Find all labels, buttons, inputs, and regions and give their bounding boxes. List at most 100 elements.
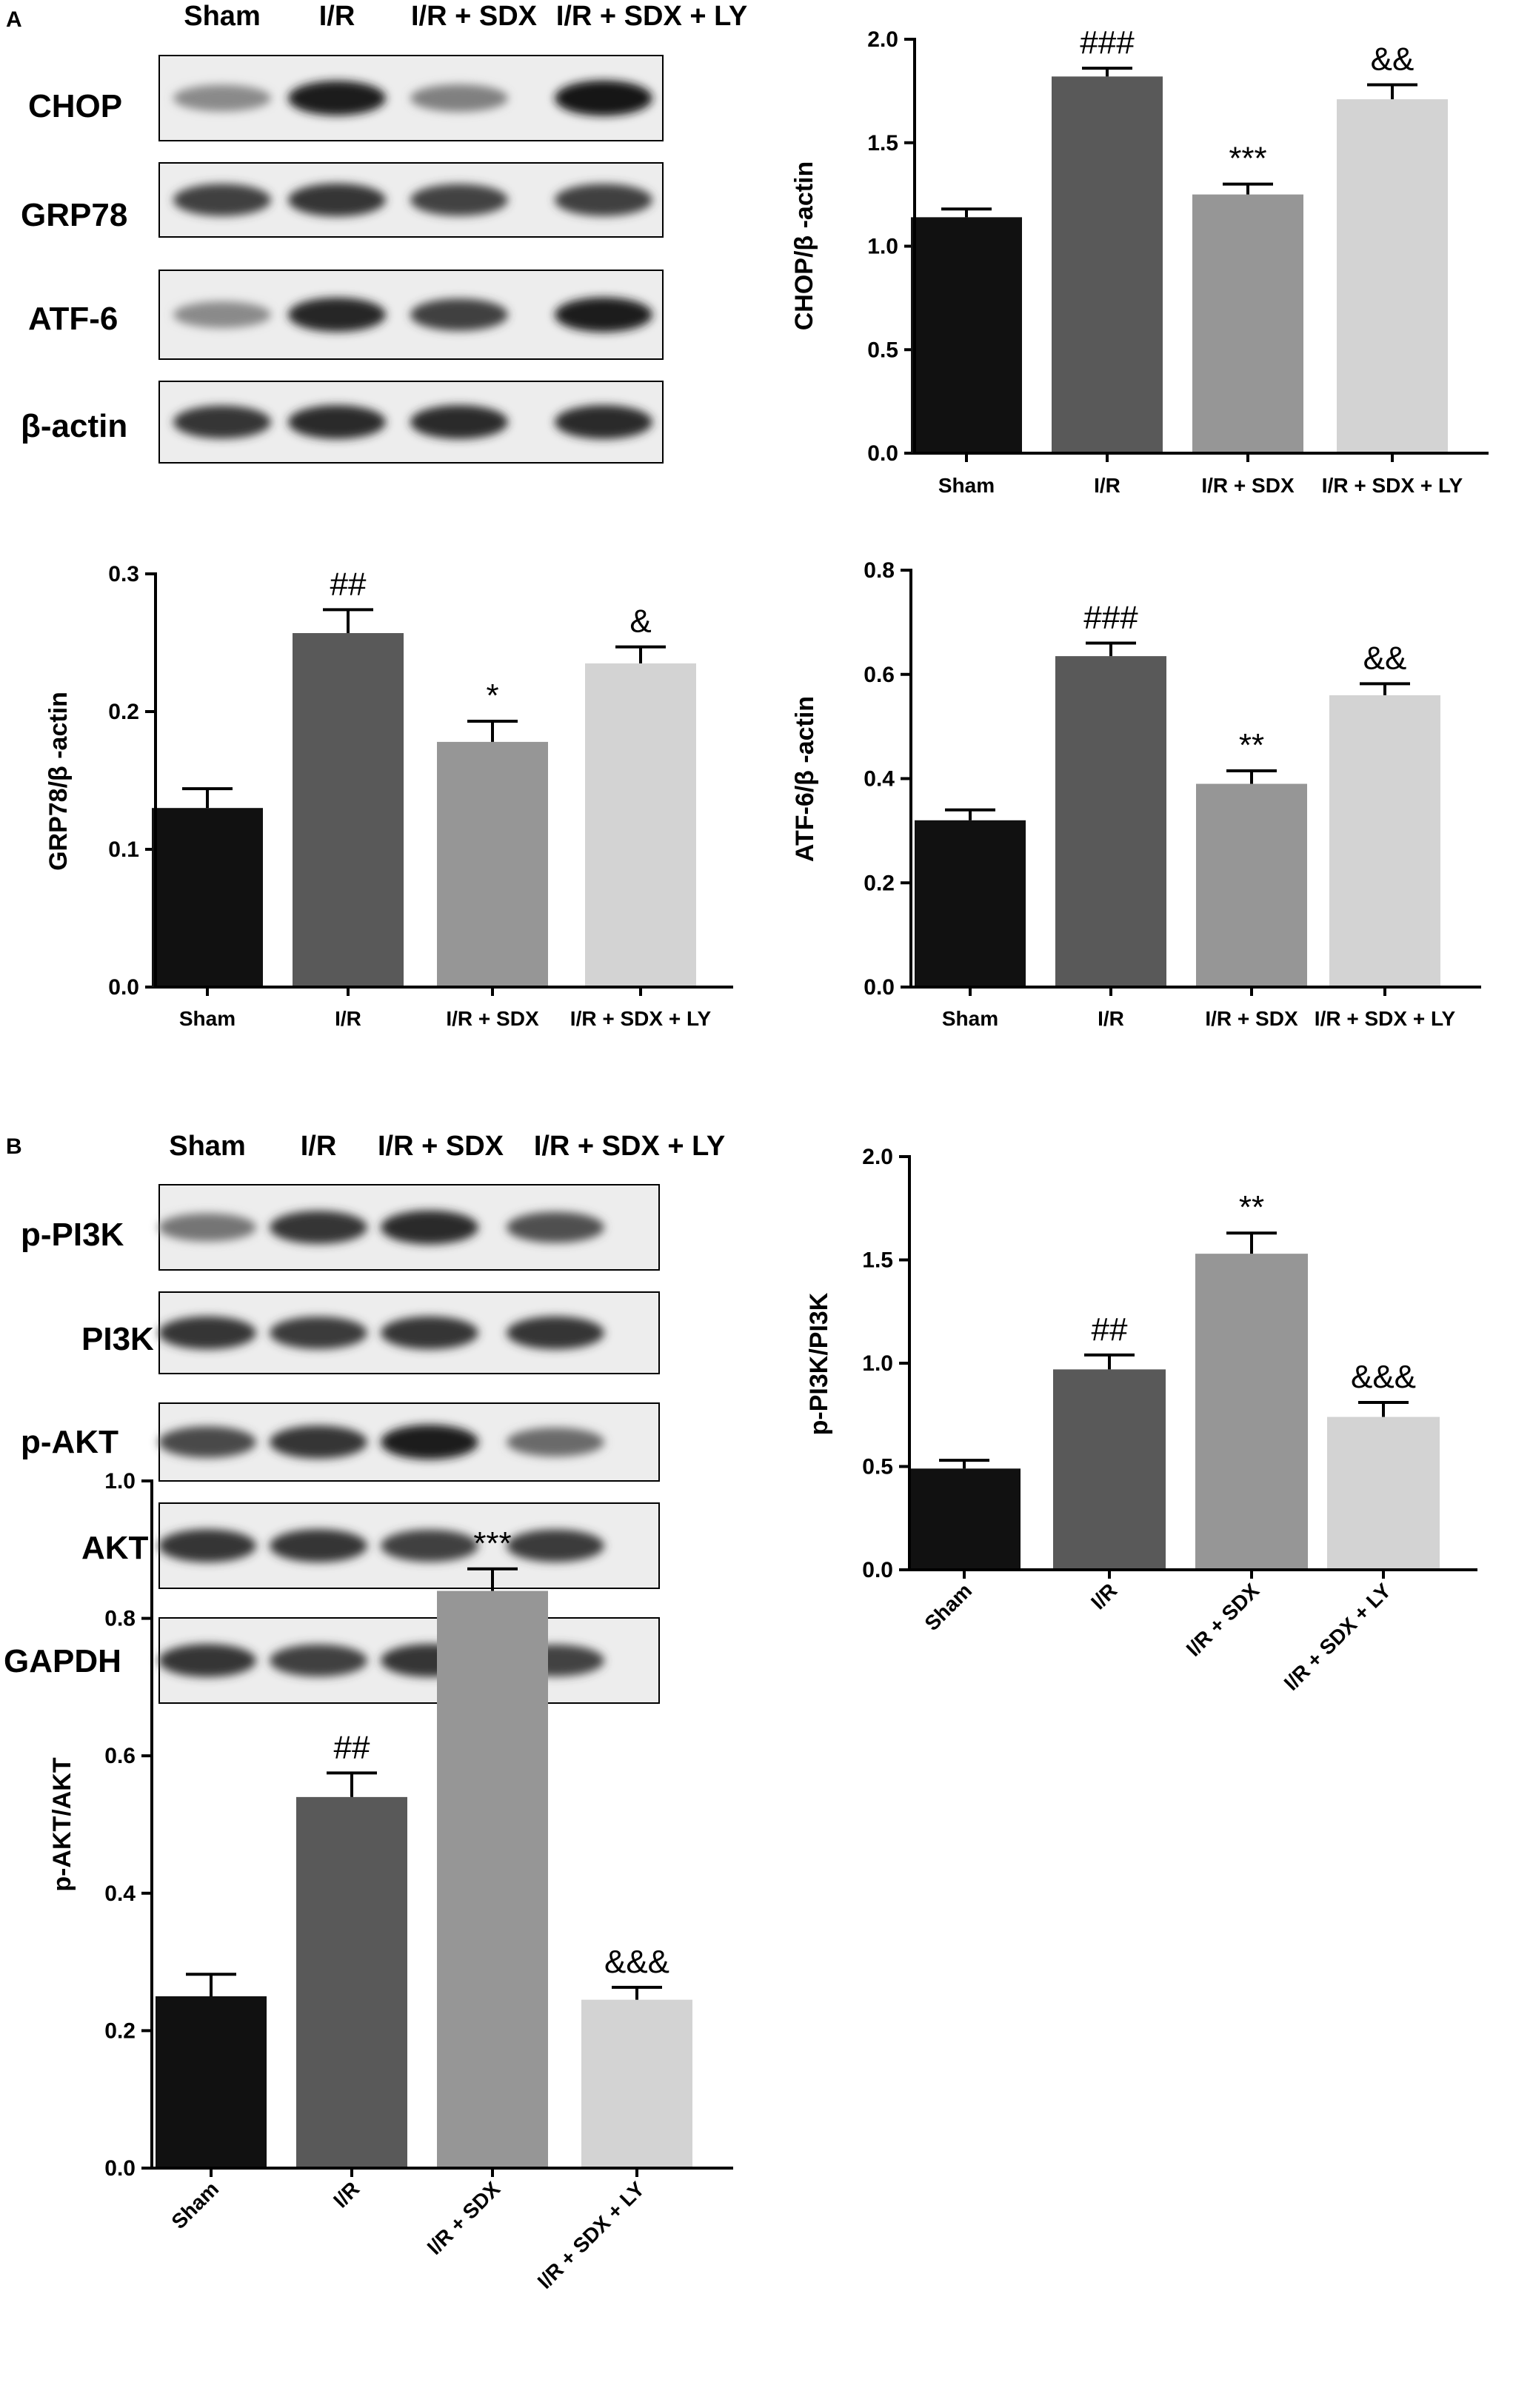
x-tick-label: I/R + SDX + LY (1280, 1579, 1396, 1695)
y-tick-label: 0.6 (864, 663, 895, 687)
bar (437, 1591, 548, 2168)
blot-band (158, 1529, 256, 1562)
significance-label: ### (1080, 24, 1135, 61)
blot-band (158, 1426, 256, 1458)
significance-label: ## (334, 1729, 370, 1765)
panel-label-b: B (6, 1134, 22, 1159)
y-axis-title: p-PI3K/PI3K (805, 1292, 833, 1435)
y-tick-label: 0.8 (864, 558, 895, 583)
bar (585, 663, 696, 987)
y-tick-label: 0.5 (862, 1455, 893, 1479)
y-axis-title: GRP78/β -actin (44, 692, 73, 871)
blot-band (381, 1210, 478, 1245)
blot-band (173, 301, 271, 328)
bar (1329, 695, 1440, 987)
bars: ### ** && (915, 600, 1440, 987)
y-tick-label: 2.0 (867, 27, 898, 52)
y-tick-label: 0.8 (104, 1607, 136, 1631)
bar (1337, 99, 1448, 453)
bar (1192, 194, 1303, 453)
blot-strip (158, 1502, 660, 1589)
y-tick-label: 0.0 (108, 975, 139, 1000)
blot-band (410, 184, 508, 216)
y-tick-label: 0.0 (862, 1558, 893, 1582)
significance-label: & (629, 603, 651, 640)
blot-b-lane-label: I/R + SDX + LY (534, 1131, 725, 1162)
y-tick-label: 2.0 (862, 1145, 893, 1169)
blot-band (270, 1644, 367, 1677)
blot-band (288, 183, 386, 217)
blot-band (381, 1316, 478, 1350)
bar (1052, 76, 1163, 453)
blot-band (158, 1316, 256, 1350)
x-tick-label: I/R (1098, 1007, 1124, 1030)
blot-band (270, 1425, 367, 1459)
blot-band (270, 1529, 367, 1562)
blot-a-lane-label: I/R + SDX + LY (556, 1, 747, 32)
bar (911, 217, 1022, 453)
blot-band (410, 298, 508, 331)
blot-band (507, 1529, 604, 1562)
x-tick-label: I/R (1086, 1579, 1121, 1613)
y-axis-title: ATF-6/β -actin (791, 696, 819, 862)
y-tick-label: 0.1 (108, 837, 139, 862)
y-axis-ticks: 0.0 0.2 0.4 0.6 0.8 (864, 558, 911, 1000)
blot-band (507, 1316, 604, 1350)
y-axis-ticks: 0.0 0.2 0.4 0.6 0.8 1.0 (104, 1469, 152, 2181)
blot-band (555, 405, 652, 439)
blot-strip (158, 270, 664, 360)
blot-b-row-label: p-AKT (21, 1424, 118, 1460)
y-tick-label: 1.5 (862, 1248, 893, 1273)
blot-band (173, 84, 271, 112)
bar (152, 808, 263, 987)
chop-bar-chart: CHOP/β -actin 0.0 0.5 1.0 1.5 2.0 ### *** && S… (790, 24, 1489, 497)
significance-label: *** (473, 1525, 511, 1562)
bar (437, 741, 548, 987)
blot-band (158, 1644, 256, 1677)
blot-a-row-labels: CHOP GRP78 ATF-6 β-actin (21, 88, 127, 444)
significance-label: ## (330, 566, 367, 602)
blot-band (158, 1213, 256, 1242)
blot-strip (158, 1184, 660, 1271)
blot-band (173, 405, 271, 439)
blot-strip (158, 1617, 660, 1704)
blot-band (410, 84, 508, 112)
blot-b-row-label: PI3K (81, 1321, 154, 1357)
blot-band (507, 1427, 604, 1457)
bar (1055, 656, 1166, 987)
blot-band (555, 297, 652, 332)
y-tick-label: 1.0 (867, 235, 898, 259)
blot-b-lane-labels: Sham I/R I/R + SDX I/R + SDX + LY (169, 1131, 725, 1162)
blot-band (555, 80, 652, 116)
blot-b-strips (158, 1184, 660, 1704)
blot-band (173, 184, 271, 216)
blot-band (270, 1316, 367, 1350)
bar (156, 1996, 267, 2168)
y-tick-label: 0.4 (864, 767, 895, 792)
blot-a-lane-labels: Sham I/R I/R + SDX I/R + SDX + LY (184, 1, 747, 32)
y-tick-label: 1.5 (867, 131, 898, 155)
y-tick-label: 0.3 (108, 562, 139, 586)
blot-b-lane-label: Sham (169, 1131, 245, 1162)
blot-band (288, 81, 386, 116)
y-tick-label: 0.4 (104, 1882, 136, 1906)
blot-strip (158, 381, 664, 464)
atf6-bar-chart: ATF-6/β -actin 0.0 0.2 0.4 0.6 0.8 ### ** && S… (791, 558, 1481, 1030)
blot-a-row-label: β-actin (21, 408, 127, 444)
bar (1195, 1254, 1308, 1570)
y-axis-title: p-AKT/AKT (48, 1757, 76, 1892)
blot-band (410, 405, 508, 439)
blot-a-lane-label: I/R + SDX (411, 1, 538, 32)
axes: Sham I/R I/R + SDX I/R + SDX + LY (909, 569, 1481, 1030)
x-tick-label: I/R (1094, 474, 1120, 497)
blot-a-strips (158, 55, 664, 464)
blot-band (507, 1211, 604, 1243)
x-tick-label: I/R (329, 2177, 364, 2212)
x-tick-label: I/R + SDX + LY (570, 1007, 712, 1030)
y-tick-label: 0.0 (104, 2156, 136, 2181)
y-tick-label: 0.5 (867, 338, 898, 362)
blot-band (288, 405, 386, 439)
bar (1053, 1369, 1166, 1570)
x-tick-label: I/R + SDX + LY (1322, 474, 1463, 497)
